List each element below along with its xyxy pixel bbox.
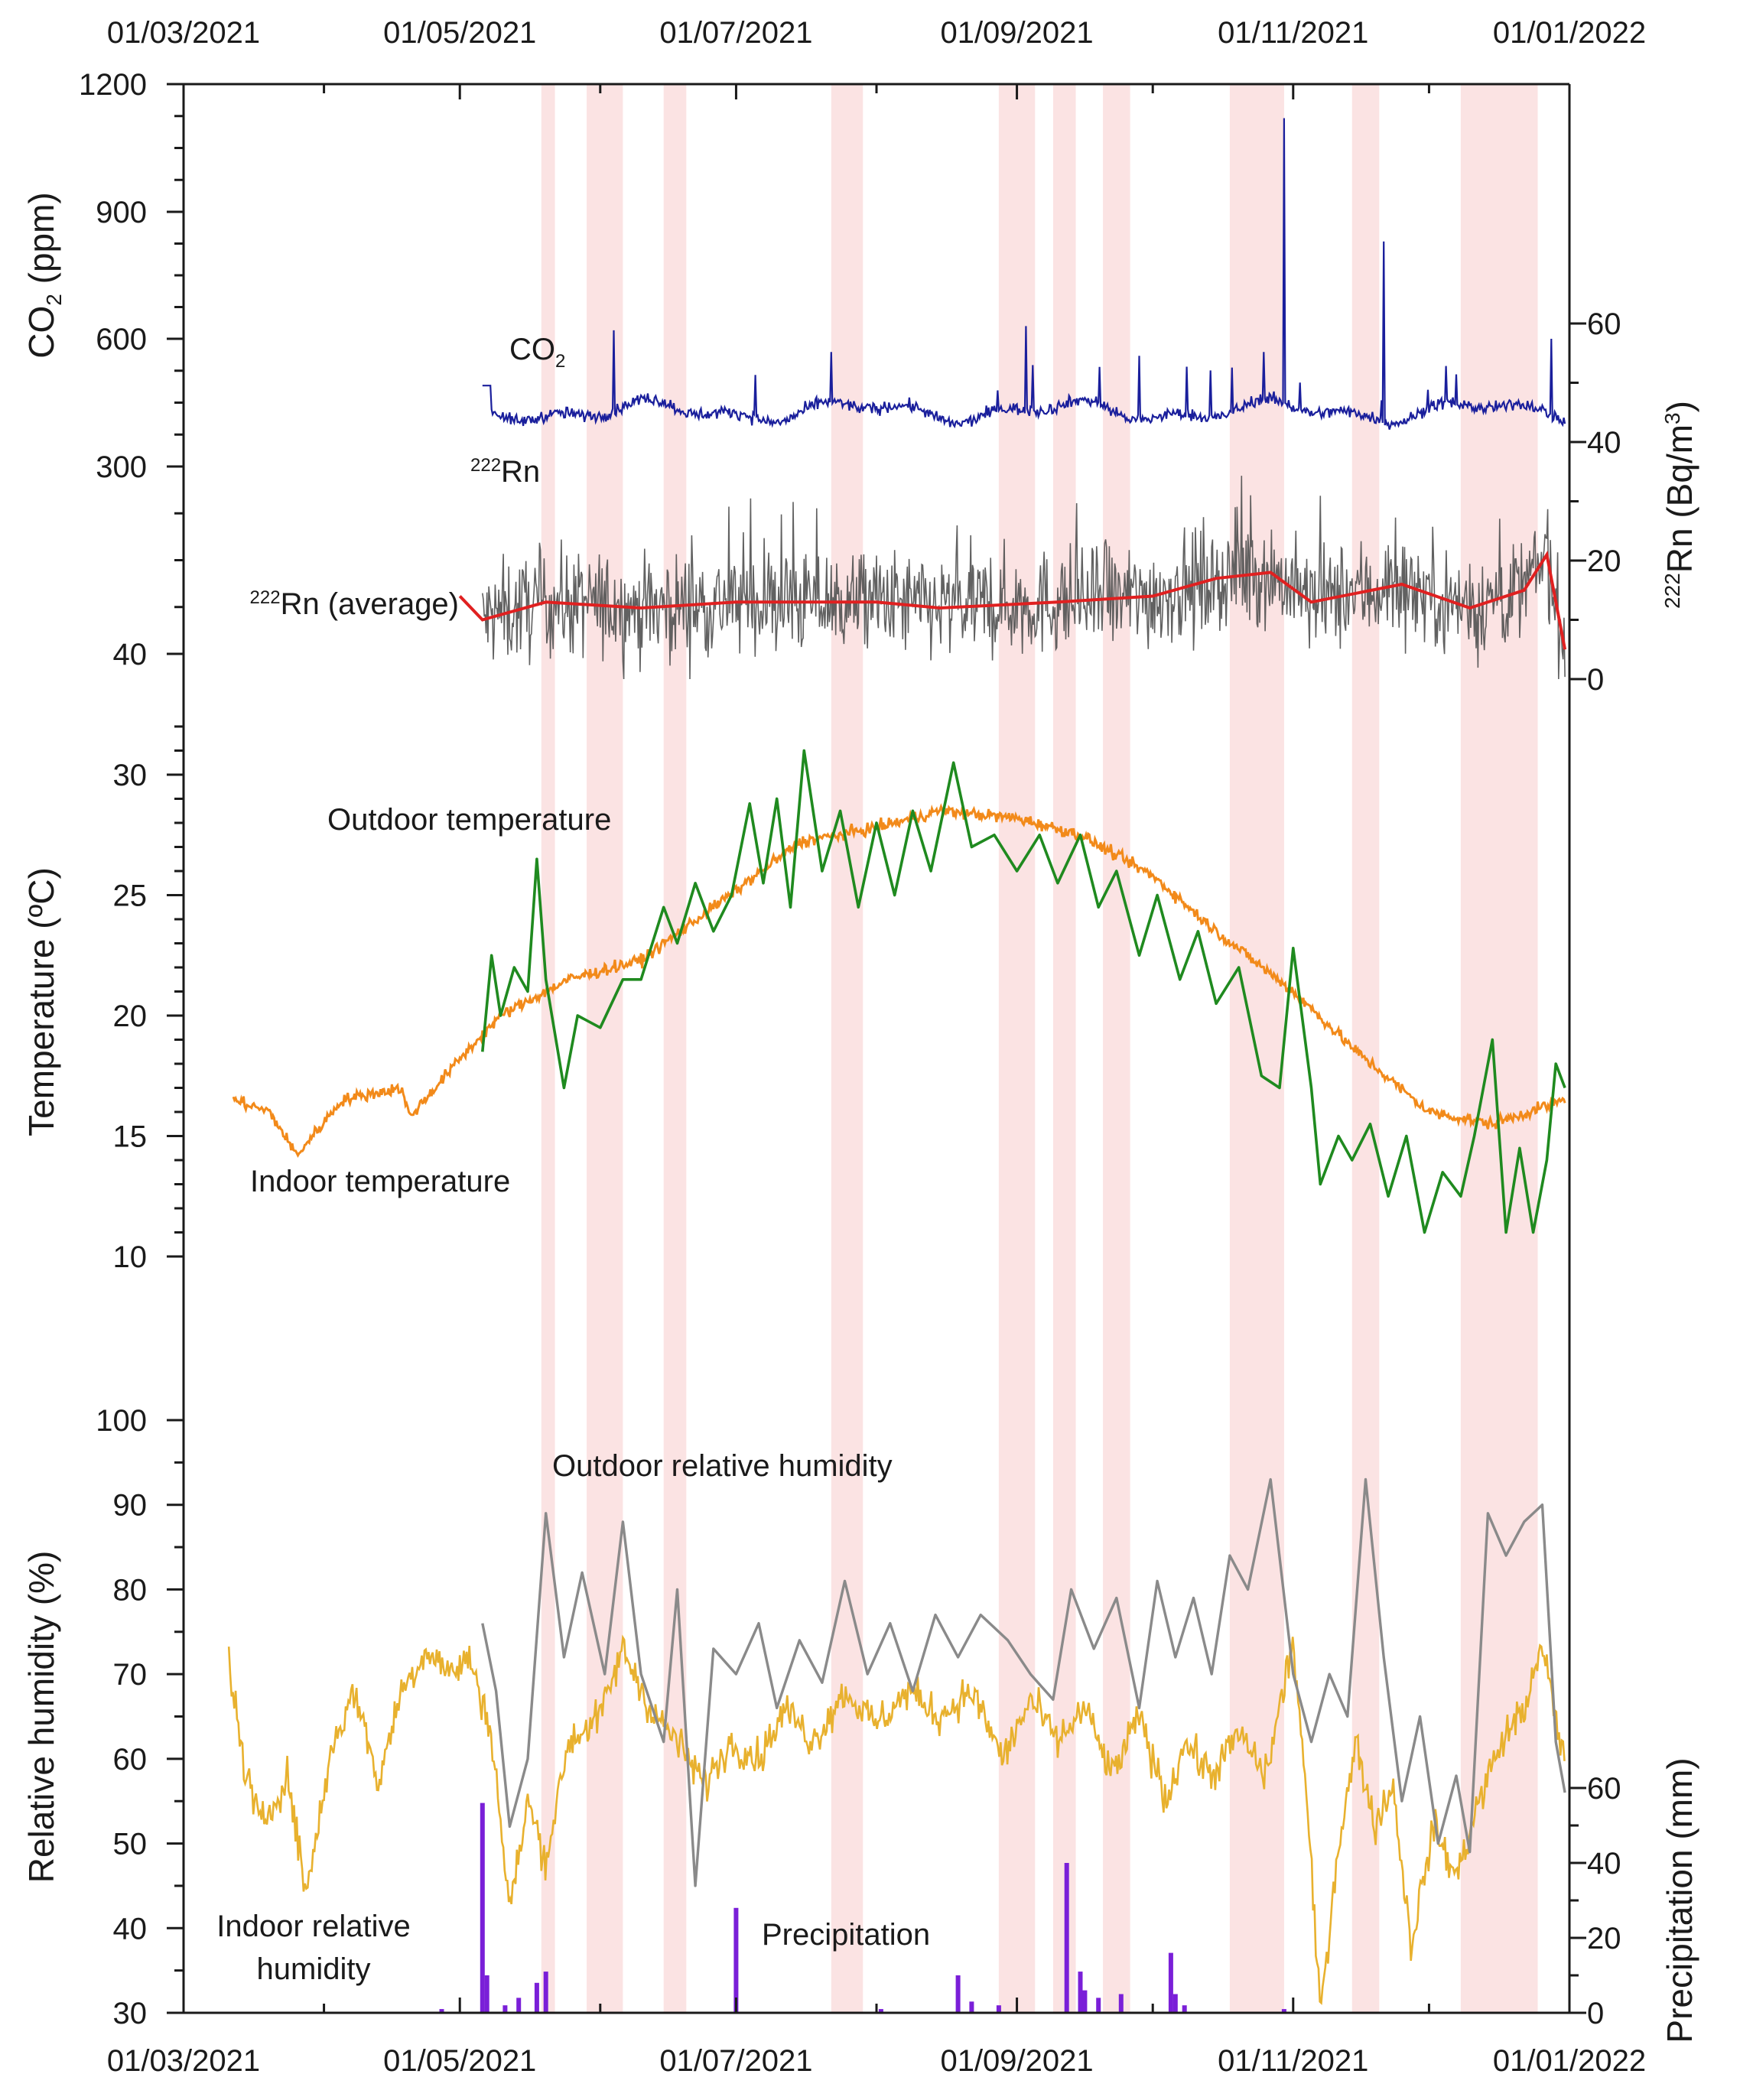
humidity-tick-label: 80 <box>113 1573 148 1607</box>
highlight-band-7 <box>1103 84 1130 2013</box>
humidity-tick-label: 40 <box>113 1912 148 1946</box>
rn-axis-title: 222Rn (Bq/m3) <box>1660 401 1699 609</box>
co2-series-line <box>482 118 1566 430</box>
bottom-tick-label: 01/09/2021 <box>940 2044 1093 2078</box>
humidity-tick-label: 70 <box>113 1658 148 1692</box>
precipitation-bar-18 <box>1168 1952 1173 2013</box>
precipitation-bar-5 <box>516 1998 522 2013</box>
precipitation-bar-9 <box>878 2009 883 2013</box>
humidity-tick-label: 60 <box>113 1743 148 1777</box>
bottom-tick-label: 01/05/2021 <box>383 2044 536 2078</box>
temperature-tick-label: 15 <box>113 1120 148 1154</box>
co2-tick-label: 300 <box>96 450 147 484</box>
temperature-tick-label: 30 <box>113 759 148 792</box>
temperature-axis-title: Temperature (ºC) <box>21 867 61 1136</box>
indoor-humidity-label-line2: humidity <box>257 1952 371 1986</box>
precipitation-bar-20 <box>1182 2005 1187 2013</box>
precipitation-bar-16 <box>1096 1998 1101 2013</box>
bottom-tick-label: 01/11/2021 <box>1218 2044 1368 2078</box>
top-tick-label: 01/05/2021 <box>383 16 536 50</box>
precipitation-bar-21 <box>1281 2009 1286 2013</box>
bottom-tick-label: 01/01/2022 <box>1493 2044 1646 2078</box>
precipitation-axis-title: Precipitation (mm) <box>1660 1757 1699 2043</box>
precipitation-label: Precipitation <box>762 1918 930 1952</box>
temperature-tick-label: 10 <box>113 1240 148 1274</box>
precipitation-bar-10 <box>955 1975 961 2013</box>
temperature-tick-label: 25 <box>113 879 148 913</box>
precipitation-bar-6 <box>534 1982 539 2013</box>
humidity-tick-label: 100 <box>96 1404 147 1438</box>
chart-axes: 01/03/2021 01/03/2021 01/05/2021 01/05/2021… <box>79 16 1646 2078</box>
co2-tick-label: 900 <box>96 196 147 229</box>
chart-annotations: CO2 (ppm) 222Rn (Bq/m3) Temperature (ºC) Re… <box>21 192 1699 2043</box>
highlight-band-3 <box>663 84 687 2013</box>
precipitation-bar-19 <box>1172 1994 1178 2013</box>
rn-tick-label: 20 <box>1587 545 1621 578</box>
precipitation-bar-1 <box>439 2009 444 2013</box>
humidity-axis-title: Relative humidity (%) <box>21 1551 61 1884</box>
precipitation-bar-3 <box>484 1975 489 2013</box>
co2-tick-label: 1200 <box>79 68 147 102</box>
precipitation-bar-11 <box>969 2001 974 2013</box>
highlight-band-4 <box>831 84 863 2013</box>
precipitation-tick-label: 60 <box>1587 1772 1621 1806</box>
precipitation-bar-14 <box>1078 1972 1083 2013</box>
humidity-tick-label: 90 <box>113 1489 148 1523</box>
indoor-temperature-label: Indoor temperature <box>250 1165 510 1198</box>
precipitation-bar-8 <box>733 1907 739 2013</box>
highlight-band-1 <box>541 84 555 2013</box>
indoor-humidity-label-line1: Indoor relative <box>216 1910 410 1943</box>
precipitation-bar-7 <box>543 1972 548 2013</box>
precipitation-bar-12 <box>996 2005 1001 2013</box>
highlight-periods <box>541 84 1538 2013</box>
rn-average-label: 222Rn (average) <box>250 587 459 621</box>
highlight-band-10 <box>1460 84 1538 2013</box>
outdoor-humidity-line <box>481 1477 1566 1887</box>
bottom-tick-label: 01/07/2021 <box>659 2044 812 2078</box>
precipitation-bar-4 <box>502 2005 508 2013</box>
humidity-tick-label: 30 <box>113 1997 148 2030</box>
top-tick-label: 01/11/2021 <box>1218 16 1368 50</box>
co2-axis-title: CO2 (ppm) <box>21 192 66 358</box>
outdoor-temperature-label: Outdoor temperature <box>327 803 611 837</box>
precipitation-bar-17 <box>1118 1994 1124 2013</box>
precipitation-bar-15 <box>1082 1990 1088 2013</box>
outdoor-humidity-label: Outdoor relative humidity <box>552 1449 893 1483</box>
rn-average-line <box>458 550 1567 650</box>
chart-series <box>227 118 1567 2013</box>
precipitation-tick-label: 40 <box>1587 1847 1621 1881</box>
temperature-tick-label: 20 <box>113 1000 148 1033</box>
top-tick-label: 01/07/2021 <box>659 16 812 50</box>
rn-series-label: 222Rn <box>470 455 540 489</box>
top-tick-label: 01/03/2021 <box>107 16 260 50</box>
top-tick-label: 01/09/2021 <box>940 16 1093 50</box>
co2-tick-label: 600 <box>96 323 147 356</box>
indoor-temperature-line <box>232 803 1566 1159</box>
precipitation-tick-label: 20 <box>1587 1922 1621 1955</box>
bottom-tick-label: 01/03/2021 <box>107 2044 260 2078</box>
co2-series-label: CO2 <box>509 333 565 372</box>
top-tick-label: 01/01/2022 <box>1493 16 1646 50</box>
precipitation-bar-2 <box>480 1803 485 2013</box>
outdoor-temperature-line <box>481 749 1566 1234</box>
rn-tick-label: 60 <box>1587 307 1621 341</box>
indoor-humidity-line <box>227 1634 1566 2005</box>
rn-tick-label: 40 <box>1587 426 1621 460</box>
humidity-tick-label: 50 <box>113 1828 148 1861</box>
precipitation-bar-13 <box>1064 1863 1069 2013</box>
rn-tick-label: 0 <box>1587 663 1604 697</box>
precipitation-tick-label: 0 <box>1587 1997 1604 2030</box>
co2-tick-label: 40 <box>113 638 148 671</box>
